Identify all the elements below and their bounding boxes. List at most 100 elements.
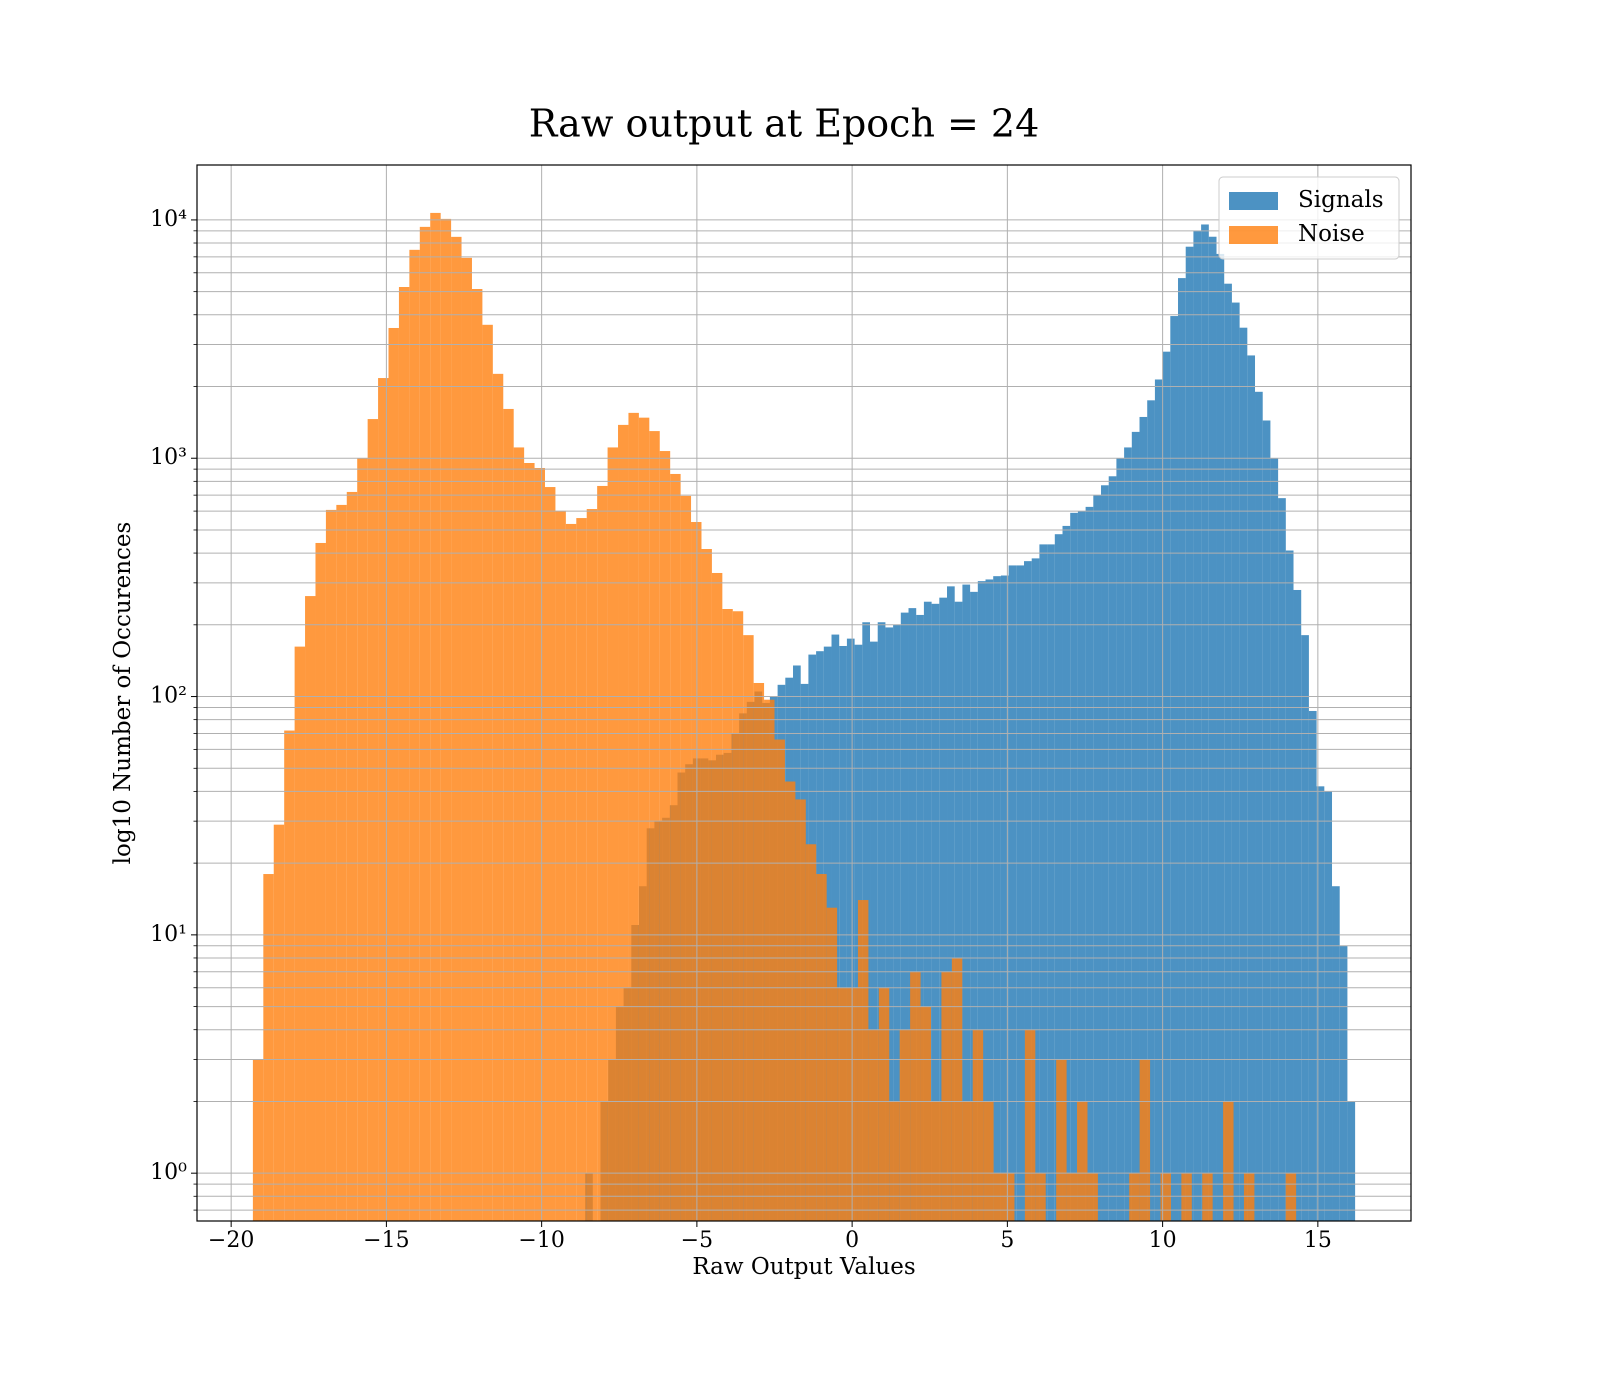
histogram-bar — [784, 781, 796, 1221]
histogram-bar — [1031, 558, 1040, 1221]
histogram-bar — [816, 874, 827, 1221]
plot-frame — [196, 164, 1412, 1222]
histogram-bar — [774, 739, 785, 1221]
histogram-bar — [524, 463, 535, 1221]
histogram-bar — [492, 373, 504, 1221]
histogram-bar — [972, 1029, 984, 1221]
y-axis-label: log10 Number of Occurences — [110, 522, 136, 865]
histogram-bar — [1224, 283, 1232, 1221]
histogram-bar — [1193, 230, 1202, 1221]
histogram-bar — [1039, 544, 1048, 1221]
histogram-bar — [1308, 710, 1317, 1221]
histogram-bar — [555, 510, 566, 1221]
histogram-bar — [1301, 635, 1309, 1221]
histogram-bar — [1077, 1101, 1088, 1221]
histogram-bar — [722, 609, 733, 1221]
histogram-bar — [451, 236, 462, 1222]
histogram-bar — [1316, 786, 1325, 1221]
histogram-bar — [1066, 1173, 1078, 1221]
histogram-bar — [670, 473, 681, 1221]
ticks: −20 −15 −10 −5 0 5 10 15 10⁰ 10¹ 10² 10³ 10⁴ — [150, 207, 1332, 1253]
histogram-bar — [1139, 1059, 1151, 1221]
histogram-bar — [753, 682, 765, 1221]
x-tick-label: 0 — [845, 1228, 859, 1253]
histogram-bar — [1231, 302, 1240, 1221]
histogram-bar — [931, 603, 940, 1221]
histogram-bar — [1000, 575, 1009, 1221]
histogram-bar — [430, 212, 441, 1221]
histogram-bar — [1247, 355, 1256, 1221]
x-tick-label: −10 — [518, 1228, 564, 1253]
histogram-bar — [1181, 1173, 1192, 1221]
histogram-bar — [513, 447, 525, 1221]
histogram-bar — [899, 1029, 911, 1221]
y-tick-label: 10⁴ — [150, 207, 187, 232]
histogram-bar — [983, 1101, 994, 1221]
histogram-bar — [367, 419, 379, 1221]
histogram-bar — [544, 487, 556, 1221]
histogram-bar — [482, 324, 493, 1221]
histogram-bar — [680, 495, 692, 1221]
histogram-bar — [346, 491, 358, 1221]
x-tick-label: 10 — [1149, 1228, 1177, 1253]
histogram-bar — [1131, 431, 1140, 1221]
histogram-bar — [923, 601, 932, 1221]
x-tick-label: −20 — [208, 1228, 254, 1253]
histogram-bar — [1223, 1101, 1234, 1221]
histogram-bar — [638, 417, 650, 1222]
histogram-bar — [628, 412, 639, 1222]
histogram-bar — [325, 509, 337, 1222]
histogram-bar — [868, 1029, 879, 1221]
histogram-bar — [1004, 1173, 1015, 1221]
x-tick-label: 5 — [1000, 1228, 1014, 1253]
histogram-bar — [1129, 1173, 1140, 1221]
histogram-bar — [1116, 458, 1125, 1221]
histogram-bar — [378, 378, 389, 1221]
histogram-bar — [503, 408, 514, 1221]
x-tick-label: −15 — [363, 1228, 409, 1253]
histogram-bar — [1016, 565, 1025, 1221]
histogram-bar — [1077, 511, 1086, 1221]
histogram-bar — [910, 971, 921, 1221]
histogram-bar — [1035, 1173, 1046, 1221]
histogram-bar — [970, 591, 978, 1221]
legend-swatch — [1229, 192, 1278, 210]
histogram-bar — [1162, 351, 1171, 1221]
histogram-bar — [1202, 1173, 1213, 1221]
histogram-bar — [1160, 1173, 1171, 1221]
histogram-bar — [461, 257, 472, 1221]
legend-label: Signals — [1298, 187, 1384, 213]
histogram-bar — [1285, 1173, 1297, 1221]
histogram-bar — [870, 641, 878, 1221]
histogram-bar — [1085, 506, 1094, 1222]
histogram-bar — [1255, 391, 1263, 1221]
histogram-bar — [294, 646, 306, 1221]
histogram-bar — [691, 522, 702, 1221]
histogram-bar — [576, 518, 587, 1221]
histogram-bar — [839, 645, 847, 1221]
histogram-bar — [837, 987, 848, 1221]
histogram-bar — [1243, 1173, 1255, 1221]
histogram-bar — [993, 576, 1001, 1221]
histogram-bar — [1008, 565, 1017, 1221]
histogram-bar — [889, 1101, 900, 1221]
histogram-bar — [939, 597, 948, 1221]
legend-label: Noise — [1298, 221, 1365, 247]
histogram-bar — [1070, 512, 1078, 1221]
histogram-bar — [1024, 1029, 1036, 1221]
histogram-bar — [649, 431, 660, 1221]
histogram-bar — [885, 627, 894, 1221]
histogram-bar — [263, 874, 274, 1221]
histogram-bar — [764, 699, 775, 1221]
histogram-bar — [659, 451, 671, 1221]
histogram-bar — [920, 1006, 931, 1221]
histogram-bar — [1108, 476, 1117, 1222]
histogram-bar — [908, 608, 917, 1221]
histogram-bar — [471, 289, 483, 1221]
histogram-bar — [977, 581, 986, 1221]
histogram-bar — [419, 226, 431, 1221]
histogram-bar — [1139, 416, 1148, 1221]
histogram-bar — [941, 971, 952, 1221]
